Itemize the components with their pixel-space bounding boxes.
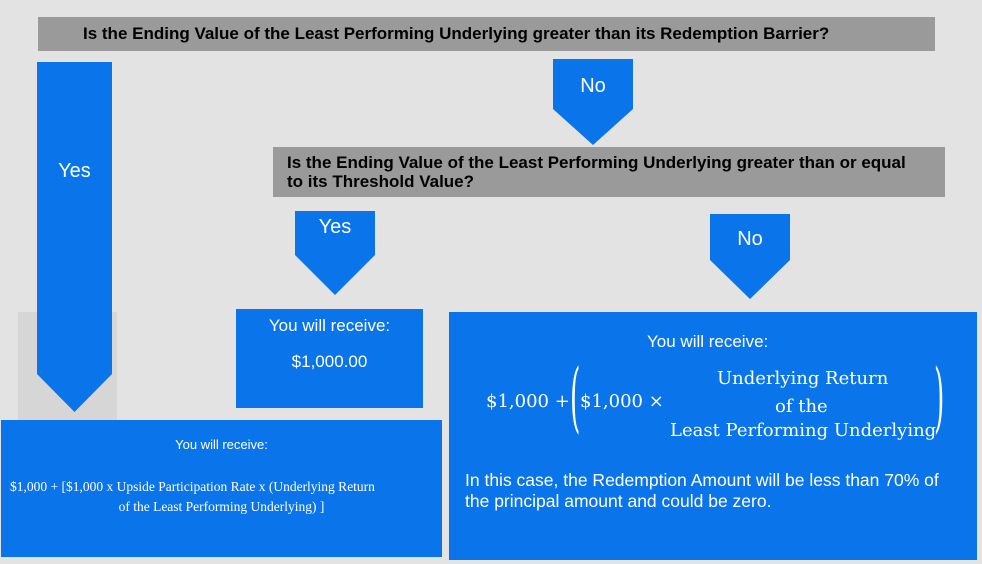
no-arrow-right-shape — [710, 214, 790, 299]
outcome-right-heading: You will receive: — [647, 332, 769, 351]
question-2-text: Is the Ending Value of the Least Perform… — [287, 153, 906, 191]
left-paren: ( — [570, 352, 581, 441]
right-paren: ) — [934, 352, 945, 441]
outcome-right-box: You will receive: $1,000 + ( $1,000 × Un… — [449, 312, 977, 560]
yes-arrow-mid-label: Yes — [318, 216, 352, 238]
formula-inner: $1,000 × — [580, 391, 664, 412]
no-arrow-top-label: No — [580, 75, 606, 97]
fraction-line3: Least Performing Underlying — [670, 420, 937, 441]
outcome-left-box: You will receive: $1,000 + [$1,000 x Ups… — [1, 420, 442, 557]
formula-prefix: $1,000 + — [486, 391, 570, 412]
fraction-line1: Underlying Return — [717, 368, 889, 389]
question-1-bar: Is the Ending Value of the Least Perform… — [38, 17, 935, 51]
no-arrow-top: No — [553, 59, 633, 145]
outcome-mid-amount: $1,000.00 — [291, 352, 368, 371]
outcome-mid-box: You will receive: $1,000.00 — [236, 309, 423, 408]
yes-arrow-left-label: Yes — [58, 160, 91, 182]
no-arrow-right-label: No — [737, 228, 763, 250]
yes-arrow-left-shape — [37, 62, 112, 412]
no-arrow-right: No — [710, 214, 790, 299]
outcome-left-formula-line2: of the Least Performing Underlying) ] — [118, 499, 325, 514]
yes-arrow-mid: Yes — [295, 211, 375, 295]
question-1-text: Is the Ending Value of the Least Perform… — [83, 24, 830, 43]
yes-arrow-mid-shape — [295, 211, 375, 295]
fraction-line2: of the — [775, 396, 828, 417]
question-2-bar: Is the Ending Value of the Least Perform… — [273, 147, 945, 197]
outcome-right-note: In this case, the Redemption Amount will… — [465, 470, 939, 511]
outcome-mid-heading: You will receive: — [268, 316, 391, 335]
outcome-left-heading: You will receive: — [175, 437, 268, 452]
yes-arrow-left: Yes — [37, 62, 112, 412]
no-arrow-top-shape — [553, 59, 633, 145]
outcome-left-formula-line1: $1,000 + [$1,000 x Upside Participation … — [10, 479, 375, 494]
